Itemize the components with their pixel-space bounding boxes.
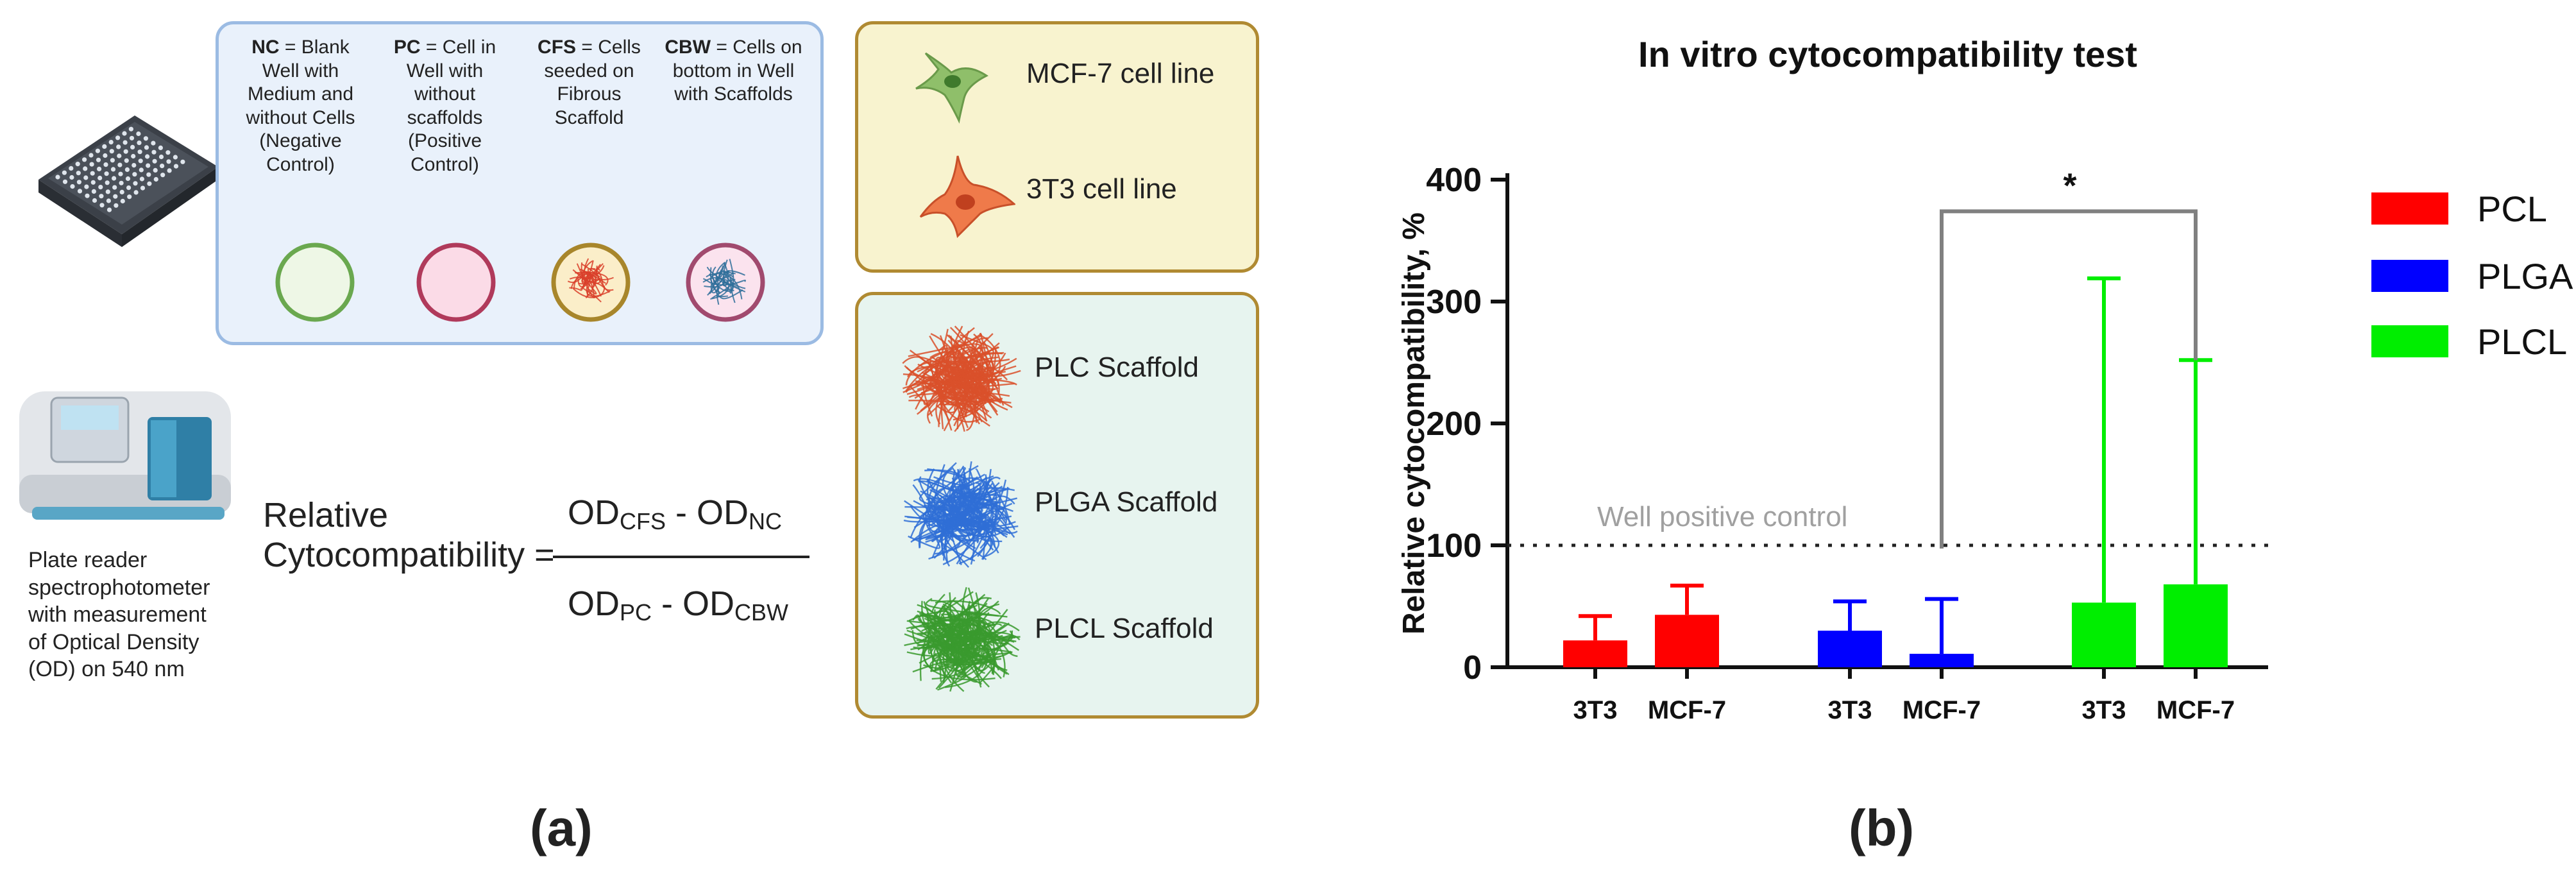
cytocompatibility-chart: In vitro cytocompatibility test Relative …	[1397, 34, 2573, 724]
x-tick-label: MCF-7	[2157, 696, 2235, 724]
significance-label: *	[2063, 166, 2076, 205]
fraction-bar	[553, 556, 809, 558]
legend-label-plcl: PLCL	[2477, 321, 2567, 362]
y-tick-label: 100	[1426, 527, 1482, 565]
legend-swatch-plga	[2371, 260, 2448, 292]
spectrophotometer-icon	[19, 391, 231, 520]
legend-label-plga: PLGA	[2477, 256, 2573, 296]
plc-scaffold-label: PLC Scaffold	[1035, 352, 1199, 383]
x-tick-label: 3T3	[1573, 696, 1618, 724]
bar-plcl-3t3	[2072, 602, 2136, 667]
well-circles	[275, 243, 765, 322]
scaffolds-panel: PLC Scaffold PLGA Scaffold PLCL Scaffold	[855, 292, 1259, 719]
plc-scaffold-icon	[902, 325, 1021, 432]
y-axis-label: Relative cytocompatibility, %	[1397, 212, 1431, 635]
reference-line-label: Well positive control	[1597, 501, 1847, 532]
chart-title: In vitro cytocompatibility test	[1638, 34, 2137, 74]
mcf7-cell-line-label: MCF-7 cell line	[1026, 58, 1215, 89]
legend-label-pcl: PCL	[2477, 189, 2547, 229]
formula-denominator: ODPC - ODCBW	[568, 584, 789, 626]
definition-cbw: CBW = Cells on bottom in Well with Scaff…	[665, 37, 802, 105]
bar-plga-3t3	[1818, 631, 1882, 667]
y-tick-label: 300	[1426, 284, 1482, 321]
bar-plga-mcf-7	[1910, 654, 1974, 667]
y-tick-label: 200	[1426, 405, 1482, 443]
scaffold-icons	[902, 325, 1021, 692]
bar-pcl-mcf-7	[1655, 615, 1719, 667]
cell-lines-panel: MCF-7 cell line 3T3 cell line	[855, 21, 1259, 273]
mcf7-cell-icon	[915, 52, 988, 124]
formula-numerator: ODCFS - ODNC	[568, 493, 782, 534]
panel-a-label: (a)	[530, 799, 593, 856]
y-tick-label: 0	[1463, 649, 1482, 686]
plga-scaffold-label: PLGA Scaffold	[1035, 486, 1218, 518]
bar-pcl-3t3	[1563, 640, 1627, 667]
x-tick-label: 3T3	[2082, 696, 2126, 724]
well-nc-icon	[275, 243, 355, 322]
y-tick-label: 400	[1426, 162, 1482, 199]
x-tick-label: MCF-7	[1648, 696, 1726, 724]
panel-b-label: (b)	[1849, 799, 1915, 856]
legend-swatch-plcl	[2371, 325, 2448, 357]
sample-definitions-panel: NC = Blank Well with Medium and without …	[216, 21, 824, 345]
x-tick-label: 3T3	[1828, 696, 1872, 724]
well-pc-icon	[416, 243, 496, 322]
plcl-scaffold-icon	[904, 587, 1021, 692]
plga-scaffold-icon	[903, 461, 1019, 568]
definition-pc: PC = Cell in Well with without scaffolds…	[393, 37, 496, 175]
plcl-scaffold-label: PLCL Scaffold	[1035, 613, 1214, 644]
definition-nc: NC = Blank Well with Medium and without …	[246, 37, 355, 175]
instrument-caption: Plate reader spectrophotometer with meas…	[28, 548, 210, 681]
significance-bracket	[1940, 209, 2198, 549]
legend-swatch-pcl	[2371, 192, 2448, 225]
well-plate-icon	[38, 115, 218, 247]
x-tick-label: MCF-7	[1902, 696, 1981, 724]
bar-plcl-mcf-7	[2164, 584, 2228, 667]
3t3-cell-icon	[919, 155, 1015, 239]
definition-cfs: CFS = Cells seeded on Fibrous Scaffold	[538, 37, 641, 128]
3t3-cell-line-label: 3T3 cell line	[1026, 173, 1177, 205]
formula-lhs: Relative Cytocompatibility =	[263, 496, 555, 575]
